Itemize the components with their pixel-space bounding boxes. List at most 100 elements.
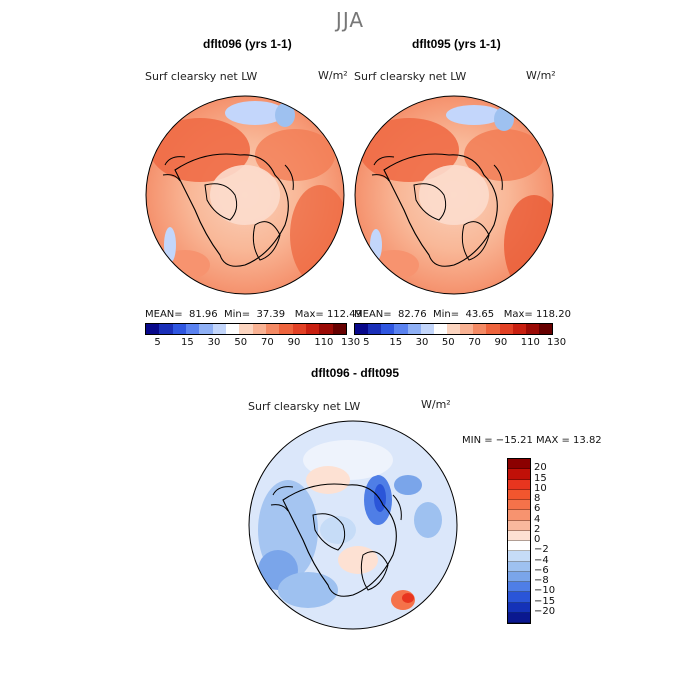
- colorbar-swatch: [146, 324, 160, 334]
- colorbar-swatch: [305, 324, 320, 334]
- colorbar-swatch: [512, 324, 526, 334]
- diff-colorbar-tick-label: 2: [534, 523, 541, 535]
- panel1-stats: MEAN= 81.96 Min= 37.39 Max= 112.49: [145, 309, 362, 320]
- colorbar-swatch: [407, 324, 421, 334]
- panel2-variable: Surf clearsky net LW: [354, 70, 467, 83]
- diff-units: W/m²: [421, 398, 451, 411]
- diff-colorbar-tick-label: −4: [534, 554, 549, 566]
- colorbar-swatch: [460, 324, 474, 334]
- panel2-title: dflt095 (yrs 1-1): [412, 37, 501, 51]
- diff-colorbar-tick-label: −2: [534, 544, 549, 556]
- diff-colorbar-swatch: [508, 500, 530, 511]
- diff-colorbar-tick-label: −6: [534, 564, 549, 576]
- diff-colorbar-tick-label: 8: [534, 493, 541, 504]
- diff-colorbar-tick-label: 4: [534, 513, 541, 525]
- colorbar-tick-label: 5: [154, 337, 161, 348]
- panel1-mean: 81.96: [189, 309, 218, 320]
- diff-colorbar-tick-label: 15: [534, 472, 547, 484]
- diff-colorbar-swatch: [508, 582, 530, 593]
- panel1-polar-map: [145, 95, 345, 295]
- diff-colorbar-swatch: [508, 530, 530, 541]
- diff-colorbar-swatch: [508, 520, 530, 531]
- colorbar-swatch: [446, 324, 461, 334]
- colorbar-tick-label: 50: [441, 337, 455, 348]
- panel2-colorbar: [354, 323, 553, 335]
- colorbar-tick-label: 15: [181, 337, 194, 348]
- diff-colorbar-tick-label: −10: [534, 585, 556, 597]
- colorbar-swatch: [279, 324, 293, 334]
- colorbar-swatch: [252, 324, 266, 334]
- diff-colorbar-tick-label: −15: [534, 595, 556, 607]
- colorbar-tick-label: 5: [363, 337, 370, 348]
- panel1-title: dflt096 (yrs 1-1): [203, 37, 292, 51]
- colorbar-swatch: [265, 324, 280, 334]
- diff-variable: Surf clearsky net LW: [248, 400, 361, 413]
- diff-colorbar-swatch: [508, 489, 530, 500]
- colorbar-swatch: [292, 324, 306, 334]
- diff-colorbar: [507, 458, 531, 624]
- figure-title: JJA: [335, 8, 365, 32]
- colorbar-tick-label: 50: [234, 337, 248, 348]
- colorbar-tick-label: 30: [415, 337, 429, 348]
- panel1-units: W/m²: [318, 69, 348, 82]
- colorbar-swatch: [499, 324, 513, 334]
- colorbar-tick-label: 90: [287, 337, 301, 348]
- panel1-min: 37.39: [256, 309, 286, 320]
- panel2-mean: 82.76: [398, 309, 427, 320]
- diff-colorbar-tick-label: −8: [534, 575, 549, 586]
- diff-colorbar-tick-label: 0: [534, 534, 541, 545]
- colorbar-swatch: [368, 324, 382, 334]
- panel2-stats: MEAN= 82.76 Min= 43.65 Max= 118.20: [354, 309, 571, 320]
- diff-colorbar-swatch: [508, 612, 530, 623]
- diff-colorbar-swatch: [508, 459, 530, 470]
- diff-colorbar-swatch: [508, 479, 530, 490]
- colorbar-tick-label: 110: [520, 337, 540, 348]
- colorbar-swatch: [355, 324, 369, 334]
- colorbar-tick-label: 70: [468, 337, 481, 348]
- colorbar-swatch: [525, 324, 539, 334]
- colorbar-swatch: [199, 324, 213, 334]
- colorbar-tick-label: 130: [341, 337, 361, 348]
- colorbar-tick-label: 30: [207, 337, 221, 348]
- colorbar-swatch: [319, 324, 333, 334]
- colorbar-tick-label: 130: [547, 337, 567, 348]
- diff-colorbar-swatch: [508, 602, 530, 613]
- colorbar-swatch: [332, 324, 346, 334]
- colorbar-swatch: [420, 324, 434, 334]
- diff-polar-map: [248, 420, 458, 630]
- panel2-max: 118.20: [535, 309, 571, 320]
- colorbar-tick-label: 15: [389, 337, 403, 348]
- colorbar-swatch: [433, 324, 447, 334]
- diff-colorbar-swatch: [508, 469, 530, 480]
- diff-colorbar-tick-label: 10: [534, 482, 547, 494]
- colorbar-tick-label: 70: [261, 337, 274, 348]
- panel1-max: 112.49: [326, 309, 362, 320]
- colorbar-tick-label: 90: [494, 337, 508, 348]
- colorbar-swatch: [225, 324, 240, 334]
- panel2-min: 43.65: [465, 309, 495, 320]
- colorbar-swatch: [159, 324, 173, 334]
- colorbar-swatch: [212, 324, 226, 334]
- panel1-colorbar: [145, 323, 347, 335]
- diff-colorbar-tick-label: 20: [534, 462, 547, 474]
- diff-title: dflt096 - dflt095: [311, 366, 400, 380]
- panel2-polar-map: [354, 95, 554, 295]
- colorbar-swatch: [172, 324, 186, 334]
- diff-colorbar-swatch: [508, 592, 530, 603]
- diff-colorbar-swatch: [508, 561, 530, 572]
- colorbar-swatch: [381, 324, 395, 334]
- panel2-units: W/m²: [526, 69, 556, 82]
- diff-colorbar-swatch: [508, 571, 530, 582]
- panel1-variable: Surf clearsky net LW: [145, 70, 258, 83]
- diff-colorbar-swatch: [508, 541, 530, 552]
- diff-minmax: MIN = −15.21 MAX = 13.82: [462, 435, 602, 446]
- diff-colorbar-swatch: [508, 510, 530, 521]
- colorbar-swatch: [473, 324, 487, 334]
- colorbar-swatch: [486, 324, 500, 334]
- diff-colorbar-tick-label: −20: [534, 605, 556, 617]
- colorbar-swatch: [538, 324, 553, 334]
- colorbar-swatch: [394, 324, 408, 334]
- diff-colorbar-tick-label: 6: [534, 503, 541, 515]
- colorbar-tick-label: 110: [314, 337, 334, 348]
- diff-colorbar-swatch: [508, 551, 530, 562]
